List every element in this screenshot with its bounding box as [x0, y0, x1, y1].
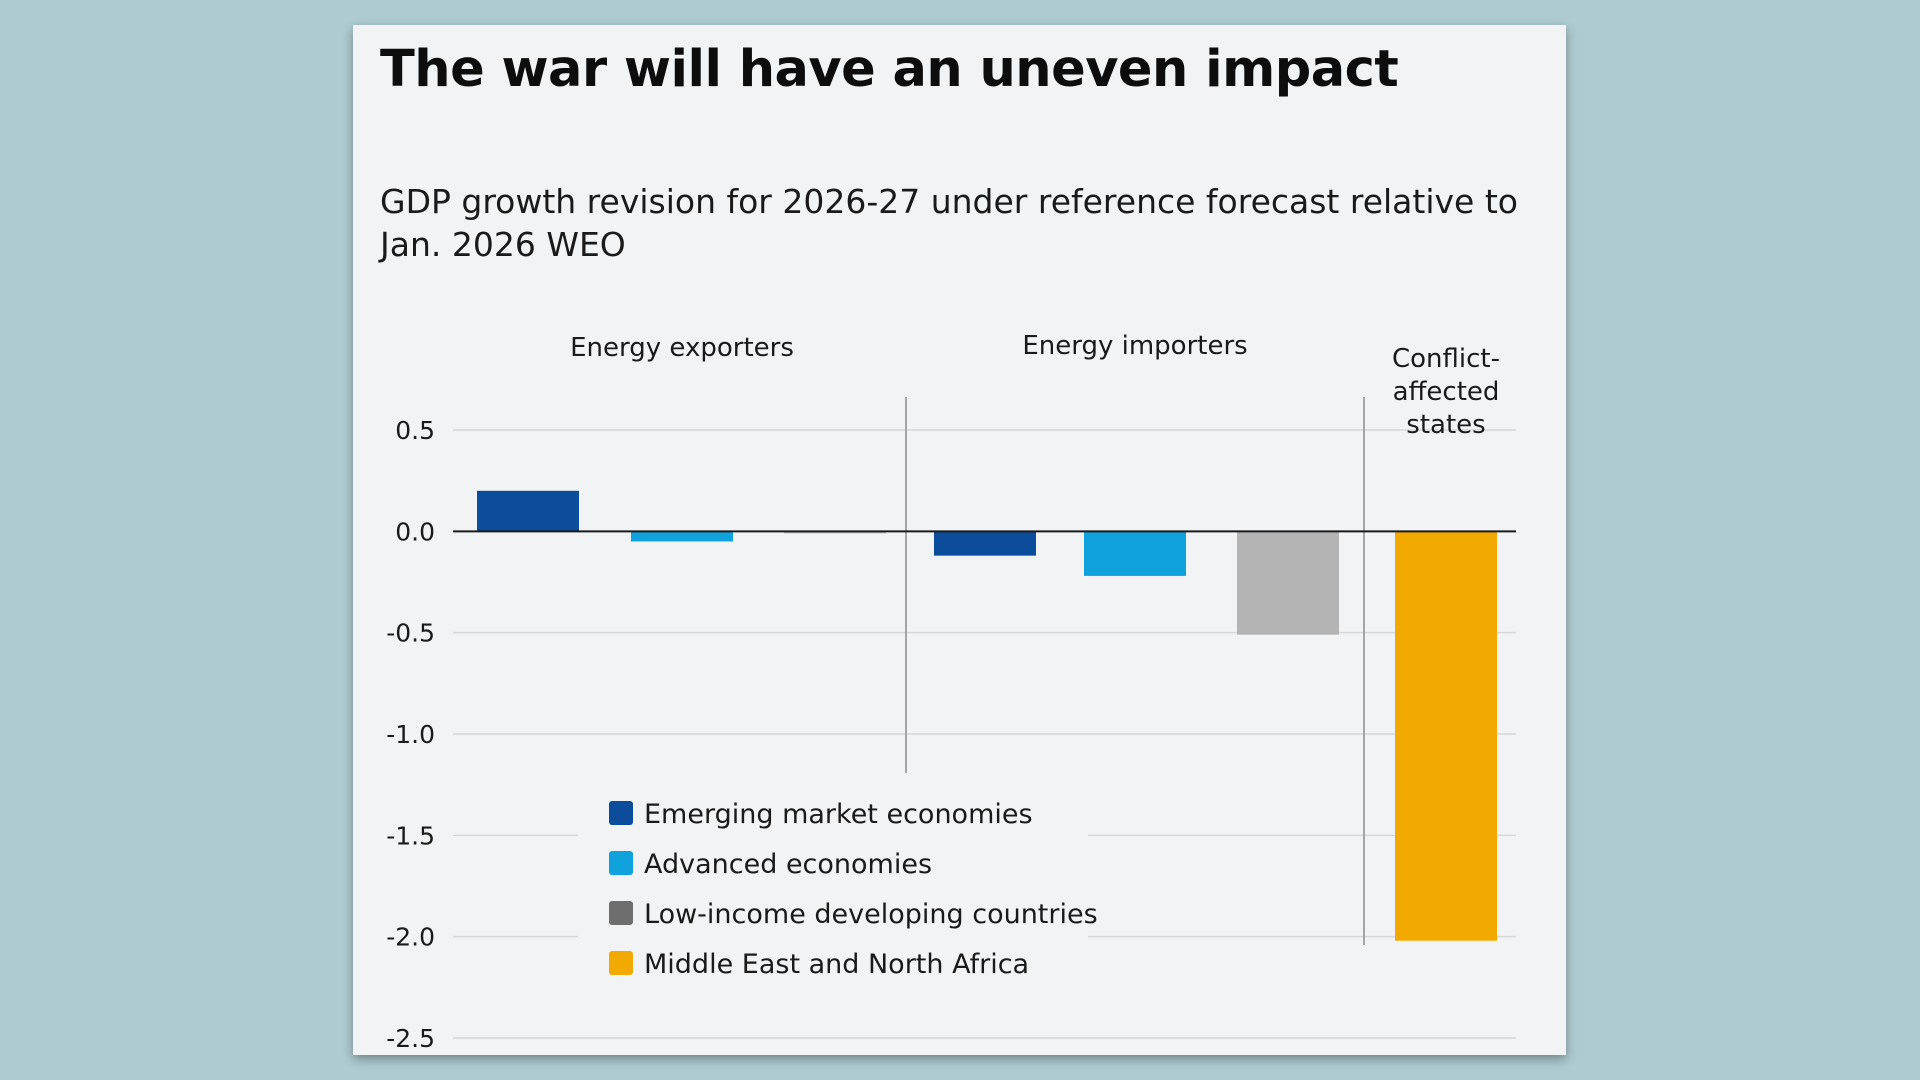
bar-chart: 0.5 0.0 -0.5 -1.0 -1.5 -2.0 -2.5 Energy exporte…: [386, 331, 1516, 1053]
legend-swatch: [609, 801, 633, 825]
chart-subtitle: GDP growth revision for 2026-27 under re…: [380, 182, 1518, 264]
legend-background: [578, 798, 1088, 1013]
bar: [1237, 531, 1339, 635]
group-label: affected: [1393, 377, 1500, 407]
y-tick-label: -2.0: [386, 923, 435, 952]
bar: [1395, 531, 1497, 941]
bar: [477, 490, 579, 532]
bar: [784, 531, 886, 534]
y-tick-label: -1.0: [386, 720, 435, 749]
legend-label: Advanced economies: [644, 849, 932, 880]
group-label: Conflict-: [1392, 344, 1500, 374]
bar: [934, 531, 1036, 556]
bar: [1084, 531, 1186, 576]
group-label: Energy exporters: [570, 333, 794, 363]
y-tick-label: 0.0: [395, 517, 435, 546]
legend-swatch: [609, 901, 633, 925]
legend-label: Middle East and North Africa: [644, 949, 1029, 980]
group-label: Energy importers: [1022, 331, 1247, 361]
legend-label: Low-income developing countries: [644, 899, 1098, 930]
slide-card: The war will have an uneven impact GDP g…: [353, 25, 1566, 1055]
slide-title: The war will have an uneven impact: [380, 40, 1399, 99]
y-tick-label: 0.5: [395, 416, 435, 445]
group-label: states: [1406, 410, 1485, 440]
legend-swatch: [609, 951, 633, 975]
legend-label: Emerging market economies: [644, 799, 1033, 830]
y-tick-label: -2.5: [386, 1024, 435, 1053]
legend-swatch: [609, 851, 633, 875]
y-tick-label: -0.5: [386, 619, 435, 648]
bar: [631, 531, 733, 542]
y-tick-label: -1.5: [386, 821, 435, 850]
